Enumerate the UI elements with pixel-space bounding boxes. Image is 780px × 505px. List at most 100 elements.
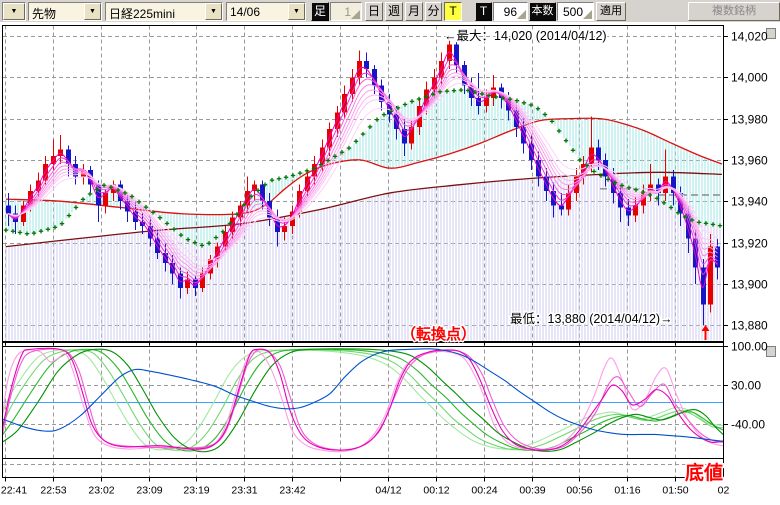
candle-body xyxy=(148,225,153,239)
candle-body xyxy=(58,149,63,156)
bar-interval-value: 1 xyxy=(344,4,351,19)
tick-mode-button[interactable]: T xyxy=(475,1,492,21)
candle-body xyxy=(372,69,377,86)
chart-markers xyxy=(701,325,710,340)
candle-body xyxy=(559,205,564,210)
candle-body xyxy=(275,217,280,233)
osc-blue xyxy=(3,348,723,442)
apply-button[interactable]: 適用 xyxy=(596,1,626,21)
candle-body xyxy=(350,77,355,94)
tick-size-input[interactable]: 96 xyxy=(493,1,528,21)
candle-body xyxy=(297,190,302,212)
period-week-button[interactable]: 週 xyxy=(385,1,403,21)
chevron-down-icon[interactable]: ▼ xyxy=(3,2,25,20)
multi-symbol-button[interactable]: 複数銘柄 xyxy=(688,1,780,21)
candle-body xyxy=(633,205,638,216)
candle-body xyxy=(686,213,691,239)
candle-body xyxy=(43,164,48,181)
candle-body xyxy=(327,128,332,148)
bar-count-input[interactable]: 500 xyxy=(557,1,594,21)
time-axis-label: 23:19 xyxy=(183,485,209,497)
candle-body xyxy=(245,190,250,206)
spinner-icon[interactable] xyxy=(583,9,592,19)
bar-type-button[interactable]: 足 xyxy=(311,1,329,21)
bar-count-button[interactable]: 本数 xyxy=(529,1,556,21)
candle-body xyxy=(28,190,33,206)
time-axis-label: 00:39 xyxy=(519,485,545,497)
osc-green-light xyxy=(3,349,723,451)
time-axis-label: 23:02 xyxy=(88,485,114,497)
chevron-down-icon[interactable]: ▼ xyxy=(205,2,222,20)
period-tick-button[interactable]: T xyxy=(444,1,462,21)
period-day-button[interactable]: 日 xyxy=(365,1,383,21)
time-axis-label: 00:56 xyxy=(566,485,592,497)
time-axis-label: 01:50 xyxy=(662,485,688,497)
candle-body xyxy=(335,112,340,129)
price-axis-label: 14,000 xyxy=(731,71,768,85)
candle-body xyxy=(103,192,108,206)
time-axis-label: 23:42 xyxy=(279,485,305,497)
price-axis-label: 13,940 xyxy=(731,195,768,209)
candle-body xyxy=(409,126,414,144)
low-arrow-icon xyxy=(701,325,710,331)
candle-body xyxy=(708,246,713,305)
annotation-min: 最低：13,880 (2014/04/12)→ xyxy=(510,312,673,326)
time-axis-label: 22:53 xyxy=(40,485,66,497)
spinner-icon[interactable] xyxy=(517,9,526,19)
candle-body xyxy=(200,273,205,288)
candle-body xyxy=(678,192,683,214)
osc-green-dark xyxy=(3,348,723,453)
chevron-down-icon[interactable]: ▼ xyxy=(288,2,305,20)
panel-resize-icon xyxy=(766,346,776,357)
candle-body xyxy=(178,273,183,288)
price-axis-label: 14,020 xyxy=(731,30,768,44)
candle-body xyxy=(252,184,257,191)
chart-area[interactable]: 14,020 14,000 13,980 13,960 13,940 13,920 13,9… xyxy=(0,22,780,500)
axes xyxy=(2,25,776,482)
candle-body xyxy=(439,60,444,78)
candle-body xyxy=(290,211,295,226)
price-axis-label: 13,920 xyxy=(731,237,768,251)
chart-nav-combo[interactable]: ▼ xyxy=(2,1,26,21)
candle-body xyxy=(484,97,489,107)
candle-body xyxy=(185,279,190,288)
annotation-max: ←最大：14,020 (2014/04/12) xyxy=(444,29,607,43)
price-axis-label: 13,960 xyxy=(731,154,768,168)
candle-body xyxy=(626,207,631,216)
candle-body xyxy=(6,205,11,214)
symbol-combo[interactable]: 日経225mini ▼ xyxy=(105,1,223,21)
osc-magenta-bright xyxy=(3,347,723,451)
instrument-combo[interactable]: 先物 ▼ xyxy=(28,1,102,21)
annotation-bottom-price: 底値 xyxy=(685,461,723,484)
period-minute-button[interactable]: 分 xyxy=(425,1,442,21)
chevron-down-icon[interactable]: ▼ xyxy=(84,2,101,20)
symbol-value: 日経225mini xyxy=(109,6,176,20)
price-axis-label: 13,880 xyxy=(731,319,768,333)
candle-body xyxy=(693,238,698,268)
candle-body xyxy=(506,97,511,111)
period-month-button[interactable]: 月 xyxy=(405,1,423,21)
candle-body xyxy=(140,221,145,226)
contract-month-combo[interactable]: 14/06 ▼ xyxy=(226,1,306,21)
annotation-turning-point: （転換点） xyxy=(401,325,476,343)
cloud-hatch-fill xyxy=(5,89,721,341)
time-axis-label: 22:41 xyxy=(1,485,27,497)
contract-month-value: 14/06 xyxy=(230,4,261,19)
candle-body xyxy=(671,176,676,193)
candle-body xyxy=(529,143,534,160)
spinner-icon[interactable] xyxy=(351,9,360,19)
time-axis-label: 02 xyxy=(718,485,730,497)
chart-canvas[interactable]: 14,020 14,000 13,980 13,960 13,940 13,920 13,9… xyxy=(0,22,780,500)
candle-body xyxy=(193,279,198,288)
candle-body xyxy=(589,147,594,165)
bar-interval-input[interactable]: 1 xyxy=(330,1,362,21)
tick-size-value: 96 xyxy=(503,4,517,19)
candle-body xyxy=(544,176,549,191)
price-axis-label: 13,900 xyxy=(731,278,768,292)
candle-body xyxy=(282,225,287,233)
candle-body xyxy=(260,184,265,202)
oscillator-panel[interactable] xyxy=(2,342,723,478)
candle-body xyxy=(596,147,601,160)
candle-body xyxy=(66,149,71,165)
